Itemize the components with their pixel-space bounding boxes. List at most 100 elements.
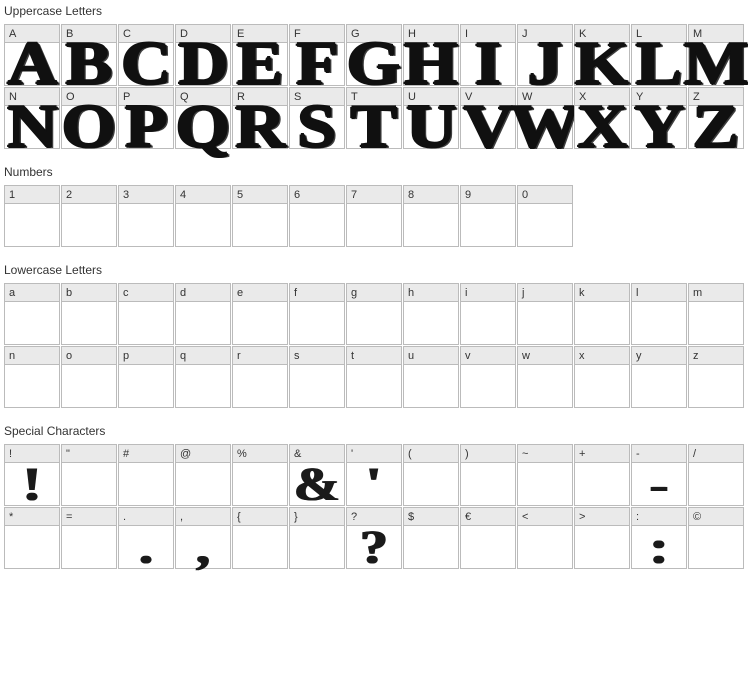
char-cell[interactable]: k: [574, 283, 630, 345]
char-cell[interactable]: *: [4, 507, 60, 569]
char-cell[interactable]: FF: [289, 24, 345, 86]
char-cell[interactable]: EE: [232, 24, 288, 86]
char-cell[interactable]: f: [289, 283, 345, 345]
char-cell[interactable]: II: [460, 24, 516, 86]
char-cell[interactable]: 1: [4, 185, 60, 247]
char-cell[interactable]: LL: [631, 24, 687, 86]
char-cell[interactable]: s: [289, 346, 345, 408]
char-cell[interactable]: &&: [289, 444, 345, 506]
char-cell[interactable]: =: [61, 507, 117, 569]
char-glyph-area: [62, 302, 116, 344]
char-cell[interactable]: i: [460, 283, 516, 345]
char-cell[interactable]: c: [118, 283, 174, 345]
char-cell[interactable]: CC: [118, 24, 174, 86]
char-cell[interactable]: DD: [175, 24, 231, 86]
char-cell[interactable]: WW: [517, 87, 573, 149]
char-cell[interactable]: l: [631, 283, 687, 345]
char-cell[interactable]: a: [4, 283, 60, 345]
char-cell[interactable]: SS: [289, 87, 345, 149]
char-cell[interactable]: p: [118, 346, 174, 408]
char-cell[interactable]: v: [460, 346, 516, 408]
char-glyph-area: B: [62, 43, 116, 85]
char-cell[interactable]: HH: [403, 24, 459, 86]
char-cell[interactable]: %: [232, 444, 288, 506]
char-cell[interactable]: 9: [460, 185, 516, 247]
glyph: A: [7, 39, 58, 88]
glyph: F: [296, 39, 339, 88]
char-cell[interactable]: ::: [631, 507, 687, 569]
char-cell[interactable]: NN: [4, 87, 60, 149]
char-cell[interactable]: €: [460, 507, 516, 569]
char-cell[interactable]: !!: [4, 444, 60, 506]
char-label: j: [518, 284, 572, 302]
char-cell[interactable]: g: [346, 283, 402, 345]
glyph: S: [298, 102, 337, 151]
char-cell[interactable]: <: [517, 507, 573, 569]
char-cell[interactable]: MM: [688, 24, 744, 86]
char-cell[interactable]: AA: [4, 24, 60, 86]
char-cell[interactable]: b: [61, 283, 117, 345]
char-cell[interactable]: UU: [403, 87, 459, 149]
char-cell[interactable]: --: [631, 444, 687, 506]
char-cell[interactable]: #: [118, 444, 174, 506]
char-cell[interactable]: 5: [232, 185, 288, 247]
char-cell[interactable]: }: [289, 507, 345, 569]
char-cell[interactable]: ©: [688, 507, 744, 569]
char-cell[interactable]: 6: [289, 185, 345, 247]
char-glyph-area: [62, 463, 116, 505]
char-cell[interactable]: (: [403, 444, 459, 506]
char-cell[interactable]: w: [517, 346, 573, 408]
char-cell[interactable]: PP: [118, 87, 174, 149]
char-cell[interactable]: d: [175, 283, 231, 345]
char-label: /: [689, 445, 743, 463]
char-cell[interactable]: ZZ: [688, 87, 744, 149]
char-label: x: [575, 347, 629, 365]
char-cell[interactable]: q: [175, 346, 231, 408]
char-cell[interactable]: n: [4, 346, 60, 408]
char-cell[interactable]: $: [403, 507, 459, 569]
char-cell[interactable]: h: [403, 283, 459, 345]
char-cell[interactable]: TT: [346, 87, 402, 149]
char-cell[interactable]: VV: [460, 87, 516, 149]
char-cell[interactable]: 4: [175, 185, 231, 247]
char-cell[interactable]: 7: [346, 185, 402, 247]
char-cell[interactable]: ": [61, 444, 117, 506]
char-cell[interactable]: 3: [118, 185, 174, 247]
char-cell[interactable]: @: [175, 444, 231, 506]
char-cell[interactable]: '': [346, 444, 402, 506]
char-cell[interactable]: 8: [403, 185, 459, 247]
char-cell[interactable]: y: [631, 346, 687, 408]
char-cell[interactable]: QQ: [175, 87, 231, 149]
char-cell[interactable]: JJ: [517, 24, 573, 86]
char-label: o: [62, 347, 116, 365]
char-cell[interactable]: z: [688, 346, 744, 408]
char-cell[interactable]: x: [574, 346, 630, 408]
char-cell[interactable]: ,,: [175, 507, 231, 569]
char-label: 0: [518, 186, 572, 204]
char-cell[interactable]: e: [232, 283, 288, 345]
char-cell[interactable]: XX: [574, 87, 630, 149]
char-cell[interactable]: {: [232, 507, 288, 569]
char-cell[interactable]: YY: [631, 87, 687, 149]
char-cell[interactable]: j: [517, 283, 573, 345]
char-cell[interactable]: 0: [517, 185, 573, 247]
char-cell[interactable]: BB: [61, 24, 117, 86]
char-cell[interactable]: u: [403, 346, 459, 408]
char-glyph-area: P: [119, 106, 173, 148]
char-cell[interactable]: KK: [574, 24, 630, 86]
char-cell[interactable]: m: [688, 283, 744, 345]
char-cell[interactable]: 2: [61, 185, 117, 247]
char-cell[interactable]: >: [574, 507, 630, 569]
char-cell[interactable]: ??: [346, 507, 402, 569]
char-cell[interactable]: r: [232, 346, 288, 408]
char-cell[interactable]: GG: [346, 24, 402, 86]
char-cell[interactable]: OO: [61, 87, 117, 149]
char-cell[interactable]: o: [61, 346, 117, 408]
char-cell[interactable]: /: [688, 444, 744, 506]
char-cell[interactable]: ): [460, 444, 516, 506]
char-cell[interactable]: RR: [232, 87, 288, 149]
char-cell[interactable]: t: [346, 346, 402, 408]
char-cell[interactable]: ..: [118, 507, 174, 569]
char-cell[interactable]: ~: [517, 444, 573, 506]
char-cell[interactable]: +: [574, 444, 630, 506]
